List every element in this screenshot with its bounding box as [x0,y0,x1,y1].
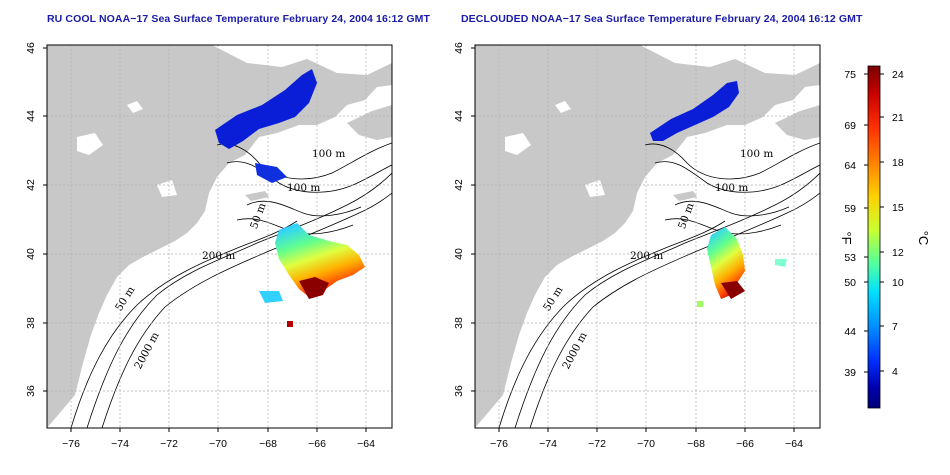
right-contour-label-4: 200 m [630,250,663,262]
left-lon-tick-68: −68 [259,438,277,450]
left-lat-tick-46: 46 [25,42,37,54]
right-lon-tick-66: −66 [736,438,754,450]
left-map-cold-water-patch-small [255,163,287,183]
colorbar-f-tick-44: 44 [844,326,856,338]
colorbar-c-tick-10: 10 [892,277,904,289]
right-lon-tick-64: −64 [785,438,803,450]
colorbar-f-tick-50: 50 [844,277,856,289]
right-map-warm-plume [707,227,745,299]
left-lat-tick-44: 44 [25,110,37,122]
colorbar-f-tick-59: 59 [844,203,856,215]
left-lon-tick-76: −76 [62,438,80,450]
left-map-layers [47,45,392,428]
colorbar-unit-fahrenheit: °F [839,231,854,244]
left-lon-tick-72: −72 [160,438,178,450]
right-map-axes: −76 −74 −72 −70 −68 −66 −64 36 38 40 42 … [453,42,803,450]
right-lat-tick-40: 40 [453,248,465,260]
right-map-layers [475,45,820,428]
colorbar-c-tick-18: 18 [892,157,904,169]
right-lat-tick-38: 38 [453,317,465,329]
right-lon-tick-70: −70 [637,438,655,450]
left-map-warm-plume [275,223,365,297]
colorbar-c-tick-12: 12 [892,247,904,259]
right-map-warm-core [721,281,745,299]
colorbar-c-tick-4: 4 [892,366,898,378]
left-contour-label-1: 100 m [312,148,345,160]
left-map-frame [46,44,393,429]
left-lat-tick-42: 42 [25,179,37,191]
left-lon-tick-70: −70 [209,438,227,450]
left-contour-label-4: 200 m [202,250,235,262]
right-lat-tick-42: 42 [453,179,465,191]
colorbar-f-tick-39: 39 [844,367,856,379]
right-lon-tick-76: −76 [490,438,508,450]
right-lon-tick-74: −74 [539,438,557,450]
colorbar-f-tick-69: 69 [844,120,856,132]
left-contour-label-2: 100 m [287,182,320,194]
right-map-cold-water-patch [650,81,739,141]
right-lat-tick-36: 36 [453,385,465,397]
left-lon-tick-66: −66 [308,438,326,450]
left-lon-tick-74: −74 [111,438,129,450]
colorbar-f-tick-53: 53 [844,252,856,264]
right-map-plume-tail [697,301,703,307]
left-map-panel: 100 m 100 m 50 m 200 m 50 m 2000 m [25,42,393,450]
right-lon-tick-72: −72 [588,438,606,450]
colorbar-c-tick-24: 24 [892,69,904,81]
colorbar-c-tick-15: 15 [892,202,904,214]
left-map-axes: −76 −74 −72 −70 −68 −66 −64 36 38 40 42 … [25,42,375,450]
colorbar-f-tick-64: 64 [844,160,856,172]
left-map-cold-water-patch [215,69,317,149]
right-map-panel: 100 m 100 m 50 m 200 m 50 m 2000 m [453,42,821,450]
right-lat-tick-44: 44 [453,110,465,122]
temperature-colorbar: 75 69 64 59 53 50 44 39 24 21 18 15 12 1… [839,65,931,409]
left-map-title: RU COOL NOAA−17 Sea Surface Temperature … [47,13,431,25]
right-map-cool-spot [775,259,787,267]
right-map-frame [474,44,821,429]
left-lat-tick-36: 36 [25,385,37,397]
right-map-title: DECLOUDED NOAA−17 Sea Surface Temperatur… [461,13,863,25]
left-map-plume-tail [259,291,283,303]
colorbar-unit-celsius: °C [916,231,931,246]
left-map-warm-core [299,277,329,299]
right-contour-label-2: 100 m [715,182,748,194]
colorbar-c-tick-21: 21 [892,112,904,124]
colorbar-c-tick-7: 7 [892,321,898,333]
colorbar-gradient [867,65,881,409]
left-lat-tick-40: 40 [25,248,37,260]
right-contour-label-1: 100 m [740,148,773,160]
colorbar-f-tick-75: 75 [844,69,856,81]
right-lon-tick-68: −68 [687,438,705,450]
left-map-warm-spot [287,321,293,327]
right-lat-tick-46: 46 [453,42,465,54]
left-lon-tick-64: −64 [357,438,375,450]
left-lat-tick-38: 38 [25,317,37,329]
